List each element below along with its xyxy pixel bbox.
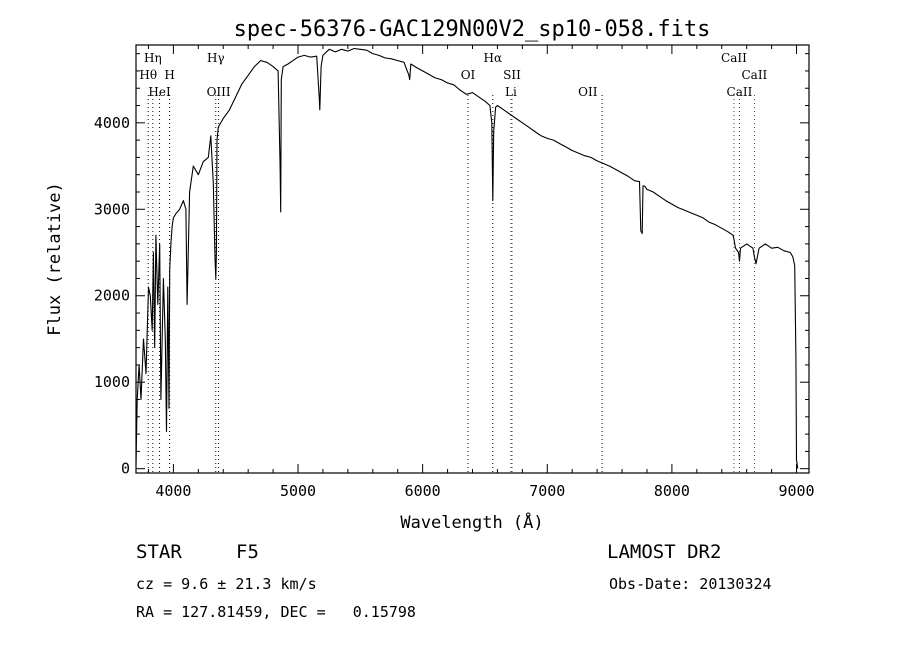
plot-frame: [135, 44, 810, 474]
object-class: STAR: [136, 541, 182, 563]
line-label: Hα: [484, 51, 503, 65]
observation-date: Obs-Date: 20130324: [609, 575, 772, 593]
line-label: CaII: [727, 85, 753, 99]
spectrum-line: [135, 47, 799, 469]
survey-name: LAMOST DR2: [607, 541, 722, 563]
line-label: H: [164, 68, 174, 82]
x-axis-label: Wavelength (Å): [400, 511, 543, 533]
x-tick-label: 4000: [155, 482, 191, 500]
y-tick-label: 4000: [94, 114, 130, 132]
y-axis-label: Flux (relative): [45, 182, 65, 336]
spectral-subclass: F5: [236, 541, 259, 563]
x-tick-label: 8000: [654, 482, 690, 500]
line-labels: Hη Hγ Hα Hθ H OI HeI OIII OII SII Li CaII CaII CaII: [139, 51, 767, 99]
chart-title: spec-56376-GAC129N00V2_sp10-058.fits: [234, 17, 711, 42]
line-label: Li: [505, 85, 517, 99]
x-tick-labels: 4000 5000 6000 7000 8000 9000: [155, 482, 814, 500]
line-label: Hη: [144, 51, 162, 65]
y-tick-labels: 0 1000 2000 3000 4000: [94, 114, 130, 478]
line-label: OI: [461, 68, 476, 82]
x-tick-label: 5000: [280, 482, 316, 500]
x-tick-label: 7000: [529, 482, 565, 500]
line-label: OII: [578, 85, 598, 99]
y-tick-label: 0: [121, 460, 130, 478]
line-label: Hθ: [139, 68, 157, 82]
y-tick-label: 3000: [94, 200, 130, 218]
line-label: CaII: [741, 68, 767, 82]
line-label: Hγ: [207, 51, 225, 65]
line-label: OIII: [207, 85, 231, 99]
y-tick-label: 1000: [94, 373, 130, 391]
x-tick-label: 6000: [405, 482, 441, 500]
coordinates: RA = 127.81459, DEC = 0.15798: [136, 603, 416, 621]
axis-ticks: [136, 45, 809, 473]
reference-lines: [147, 95, 755, 473]
line-label: HeI: [148, 85, 171, 99]
x-tick-label: 9000: [778, 482, 814, 500]
spectrum-series: [135, 47, 799, 469]
line-label: CaII: [721, 51, 747, 65]
line-label: SII: [503, 68, 521, 82]
y-tick-label: 2000: [94, 287, 130, 305]
redshift-velocity: cz = 9.6 ± 21.3 km/s: [136, 575, 317, 593]
